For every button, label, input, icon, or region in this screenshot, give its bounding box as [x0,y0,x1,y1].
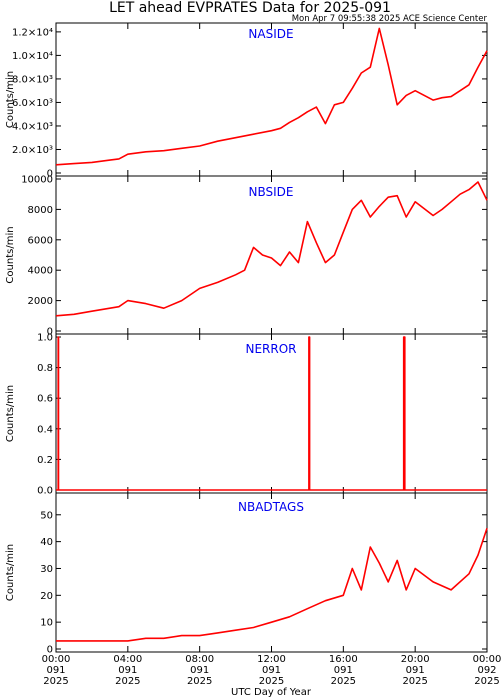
naside-label: NASIDE [248,27,293,41]
x-tick-label: 16:00 [329,654,358,665]
x-tick-label: 091 [46,665,65,676]
naside-frame [55,22,488,177]
naside-ytick-label: 4.0×10³ [12,121,53,132]
nerror-ytick-label: 0.8 [37,363,53,374]
nbside-ylabel: Counts/min [5,226,16,283]
x-tick-label: 20:00 [401,654,430,665]
nbside-ytick-label: 4000 [28,266,53,277]
nbadtags-ytick-label: 20 [40,591,53,602]
nbadtags-panel: NBADTAGS 0 10 20 30 40 50 Counts/min [5,492,488,656]
naside-ytick-label: 0 [47,169,53,180]
x-tick-label: 091 [118,665,137,676]
nerror-ytick-label: 0.0 [37,486,53,497]
naside-panel: NASIDE 0 2.0×10³ 4.0×10³ 6.0×10³ 8.0×10³ 1.0×… [5,22,488,180]
x-tick-label: 2025 [115,676,140,687]
x-tick-label: 00:00 [42,654,71,665]
nbside-panel: NBSIDE 0 2000 4000 6000 8000 10000 Counts/min [5,175,488,338]
x-tick-label: 12:00 [257,654,286,665]
chart-title: LET ahead EVPRATES Data for 2025-091 [109,0,391,16]
naside-ytick-label: 1.2×10⁴ [12,27,53,38]
nerror-ylabel: Counts/min [5,385,16,442]
naside-ytick-label: 6.0×10³ [12,98,53,109]
nbside-frame [55,175,488,335]
x-axis: 00:00091202504:00091202508:00091202512:0… [42,654,501,687]
x-axis-label: UTC Day of Year [231,687,312,698]
nbside-ytick-label: 2000 [28,296,53,307]
nbadtags-label: NBADTAGS [238,500,304,514]
nbside-ytick-label: 8000 [28,205,53,216]
x-tick-label: 2025 [331,676,356,687]
x-tick-label: 2025 [402,676,427,687]
nbadtags-frame [55,492,488,653]
nbside-ytick-label: 0 [47,327,53,338]
nerror-panel: NERROR 0.0 0.2 0.4 0.6 0.8 1.0 Counts/min [5,333,488,497]
nbadtags-ytick-label: 10 [40,618,53,629]
nerror-ytick-label: 0.4 [37,424,53,435]
x-tick-label: 2025 [43,676,68,687]
naside-series-line [55,27,488,166]
chart-subtitle: Mon Apr 7 09:55:38 2025 ACE Science Cent… [292,14,488,24]
nbside-ytick-label: 6000 [28,235,53,246]
nbside-label: NBSIDE [249,185,294,199]
naside-ytick-label: 8.0×10³ [12,74,53,85]
x-tick-label: 08:00 [185,654,214,665]
nerror-ytick-label: 1.0 [37,333,53,344]
nerror-label: NERROR [245,342,296,356]
nbadtags-ytick-label: 50 [40,510,53,521]
nbadtags-ytick-label: 0 [47,645,53,656]
x-tick-label: 04:00 [113,654,142,665]
nerror-ytick-label: 0.2 [37,455,53,466]
nerror-ytick-label: 0.6 [37,394,53,405]
nbadtags-ytick-label: 40 [40,537,53,548]
nerror-frame [55,333,488,494]
naside-ytick-label: 1.0×10⁴ [12,51,53,62]
x-tick-label: 091 [190,665,209,676]
x-tick-label: 2025 [474,676,499,687]
nbadtags-ylabel: Counts/min [5,544,16,601]
nerror-series-line [56,336,487,491]
nbside-series-line [55,181,488,317]
x-tick-label: 091 [262,665,281,676]
x-tick-label: 091 [406,665,425,676]
nbadtags-ytick-label: 30 [40,564,53,575]
x-tick-label: 00:00 [473,654,501,665]
naside-ytick-label: 2.0×10³ [12,145,53,156]
x-tick-label: 091 [334,665,353,676]
x-tick-label: 2025 [187,676,212,687]
nbside-ytick-label: 10000 [21,175,53,186]
nbadtags-series-line [56,527,488,642]
naside-ylabel: Counts/min [5,71,16,128]
x-tick-label: 2025 [259,676,284,687]
x-tick-label: 092 [477,665,496,676]
